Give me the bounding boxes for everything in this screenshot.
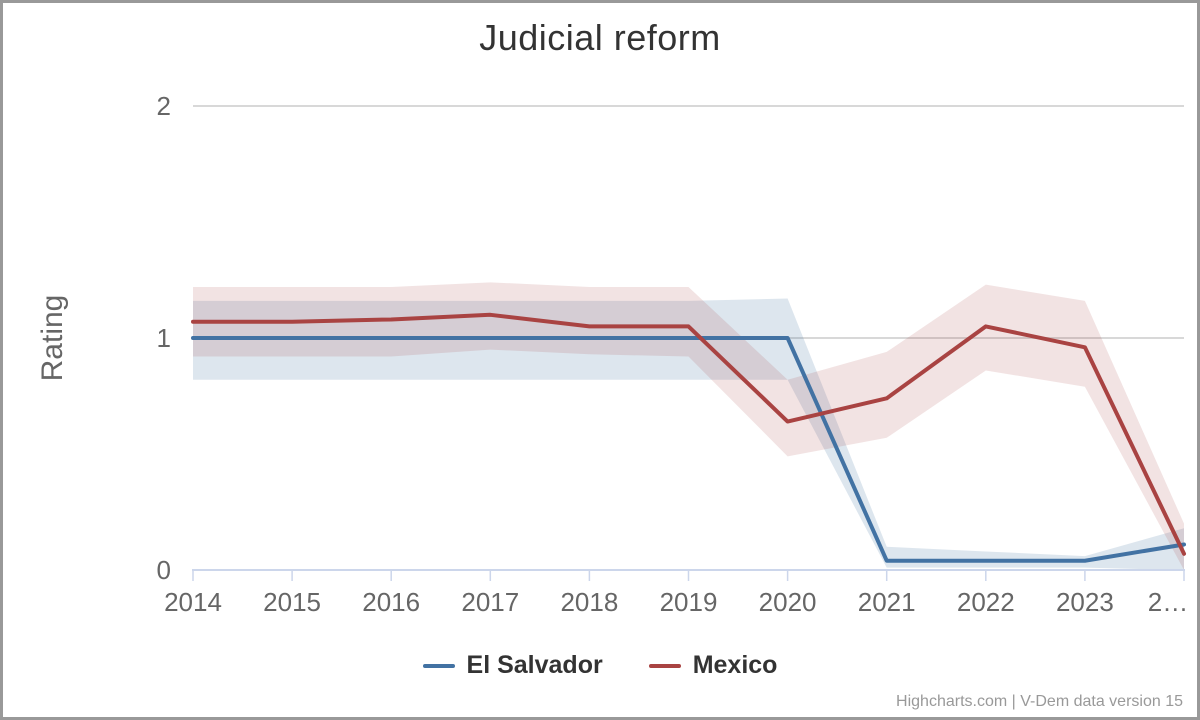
y-axis-label-1: 1: [156, 323, 171, 353]
x-axis-label-2017: 2017: [461, 587, 520, 617]
x-axis-label-2018: 2018: [560, 587, 619, 617]
x-axis-label-2023: 2023: [1055, 587, 1114, 617]
x-axis-label-2021: 2021: [857, 587, 916, 617]
mexico-line-marker-icon: [648, 663, 681, 668]
legend-label-el-salvador: El Salvador: [466, 651, 603, 679]
el-salvador-line[interactable]: [191, 336, 1186, 563]
mexico-confidence-band: [193, 282, 1184, 570]
chart-title: Judicial reform: [479, 17, 721, 58]
x-axis-label-2019: 2019: [659, 587, 718, 617]
x-axis-label-2020: 2020: [758, 587, 817, 617]
legend-item-el-salvador[interactable]: El Salvador: [422, 651, 603, 680]
plot-area: [191, 105, 1186, 581]
mexico-line[interactable]: [191, 312, 1186, 556]
legend-item-mexico[interactable]: Mexico: [648, 651, 778, 680]
y-axis-label-2: 2: [156, 91, 171, 121]
el-salvador-line-marker-icon: [422, 663, 455, 668]
x-axis-label-2022: 2022: [956, 587, 1015, 617]
y-axis-label-0: 0: [156, 555, 171, 585]
legend: El Salvador Mexico: [3, 651, 1197, 680]
el-salvador-confidence-band: [193, 298, 1184, 570]
credits-link[interactable]: Highcharts.com | V-Dem data version 15: [896, 693, 1183, 710]
legend-label-mexico: Mexico: [692, 651, 778, 679]
x-axis-label-2015: 2015: [263, 587, 322, 617]
x-axis-label-2-: 2…: [1147, 587, 1189, 617]
x-axis-label-2016: 2016: [362, 587, 421, 617]
x-axis-label-2014: 2014: [164, 587, 222, 617]
